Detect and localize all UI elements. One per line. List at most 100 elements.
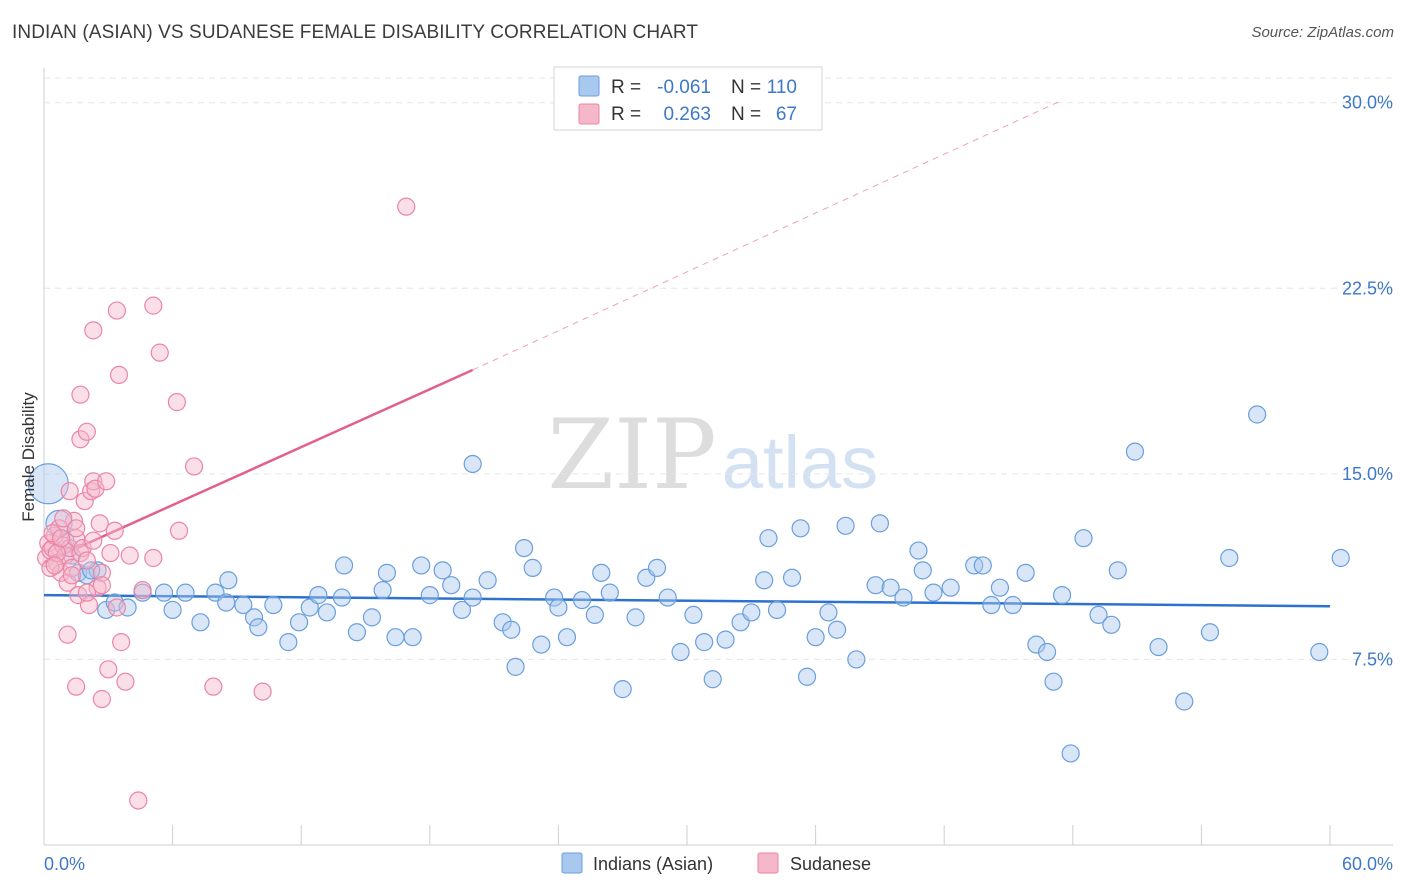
data-point-indians [1016, 563, 1035, 582]
data-point-sudanese [52, 529, 71, 548]
data-point-indians [463, 588, 482, 607]
data-point-indians [941, 578, 960, 597]
data-point-indians [217, 593, 236, 612]
data-point-indians [1248, 405, 1267, 424]
data-point-sudanese [86, 479, 105, 498]
data-point-indians [249, 618, 268, 637]
data-point-sudanese [71, 430, 90, 449]
data-point-indians [1175, 692, 1194, 711]
data-point-indians [742, 603, 761, 622]
legend-r-label-2: R = [611, 104, 641, 125]
data-point-indians [572, 590, 592, 610]
data-point-indians [452, 600, 472, 620]
data-point-sudanese [43, 524, 62, 543]
stats-legend: R = -0.061 N = 110 R = 0.263 N = 67 [553, 66, 823, 131]
legend-swatch-blue [578, 75, 600, 97]
legend-n-label-2: N = [731, 104, 761, 125]
data-point-indians [767, 600, 787, 620]
data-point-indians [759, 529, 778, 548]
data-point-indians [613, 680, 632, 699]
data-point-sudanese [109, 365, 129, 385]
data-point-indians [909, 541, 928, 560]
data-point-indians [1027, 635, 1046, 654]
data-point-sudanese [67, 677, 86, 696]
legend-n-value-2: 67 [776, 104, 797, 125]
y-tick-label: 30.0% [1342, 93, 1393, 113]
data-point-indians [515, 538, 534, 558]
data-point-indians [870, 514, 890, 533]
series-legend-label-sudanese: Sudanese [790, 854, 871, 874]
data-point-sudanese [58, 625, 77, 644]
data-point-sudanese [167, 393, 186, 412]
data-point-indians [755, 571, 774, 590]
data-point-indians [894, 588, 913, 607]
series-legend-swatch-indians [561, 852, 583, 874]
data-point-sudanese [77, 551, 96, 570]
data-point-indians [1125, 442, 1145, 461]
data-point-indians [1108, 561, 1127, 580]
data-point-indians [309, 586, 328, 605]
data-point-sudanese [129, 791, 148, 810]
data-point-indians [585, 605, 604, 625]
data-point-indians [1089, 605, 1108, 625]
data-point-indians [671, 642, 690, 662]
data-point-indians [592, 563, 611, 582]
data-point-indians [1331, 548, 1350, 568]
legend-r-value-2: 0.263 [663, 104, 711, 125]
data-point-sudanese [67, 519, 86, 538]
data-point-indians [523, 558, 542, 577]
data-point-indians [463, 454, 482, 474]
data-point-sudanese [144, 296, 163, 315]
trend-line-sudanese-extension [472, 99, 1063, 371]
data-point-sudanese [84, 531, 103, 550]
data-point-indians [332, 588, 352, 607]
data-point-sudanese [45, 556, 64, 575]
source-label: Source: ZipAtlas.com [1251, 24, 1394, 41]
legend-r-value-1: -0.061 [657, 77, 711, 98]
data-point-indians [334, 556, 354, 575]
series-legend-swatch-sudanese [757, 852, 779, 874]
data-point-indians [1061, 744, 1080, 763]
data-point-sudanese [77, 583, 96, 602]
data-point-sudanese [97, 472, 116, 491]
data-point-indians [502, 620, 521, 639]
data-point-sudanese [52, 563, 71, 582]
data-point-sudanese [54, 509, 73, 528]
x-tick-label-max: 60.0% [1342, 854, 1393, 874]
data-point-sudanese [169, 521, 189, 540]
data-point-indians [1044, 672, 1063, 691]
data-point-indians [403, 628, 422, 647]
data-point-indians [244, 608, 264, 627]
y-tick-labels: 7.5% 15.0% 22.5% 30.0% [1342, 93, 1393, 670]
data-point-indians [377, 563, 397, 582]
data-point-sudanese [184, 457, 204, 476]
data-point-indians [176, 583, 195, 602]
data-point-indians [317, 603, 337, 622]
data-point-indians [881, 578, 900, 597]
data-point-indians [1102, 615, 1121, 634]
chart-title: INDIAN (ASIAN) VS SUDANESE FEMALE DISABI… [12, 22, 699, 43]
data-point-indians [347, 623, 367, 642]
watermark-atlas: atlas [722, 421, 878, 504]
data-point-sudanese [204, 677, 223, 696]
data-point-indians [658, 588, 677, 607]
data-point-indians [549, 598, 568, 617]
data-point-indians [442, 576, 461, 595]
data-point-indians [557, 628, 577, 647]
data-point-indians [191, 613, 210, 632]
data-point-indians [1074, 529, 1093, 548]
data-point-indians [913, 561, 932, 580]
data-point-indians [1310, 642, 1329, 662]
data-point-indians [684, 605, 703, 625]
data-point-sudanese [62, 566, 81, 585]
data-point-sudanese [150, 343, 169, 362]
data-point-indians [506, 657, 525, 676]
data-point-sudanese [107, 598, 126, 617]
axes [43, 68, 1393, 846]
legend-r-label-1: R = [611, 77, 641, 98]
data-point-indians [695, 633, 714, 652]
data-point-indians [264, 595, 283, 615]
data-point-sudanese [84, 321, 103, 340]
data-point-indians [478, 571, 497, 590]
